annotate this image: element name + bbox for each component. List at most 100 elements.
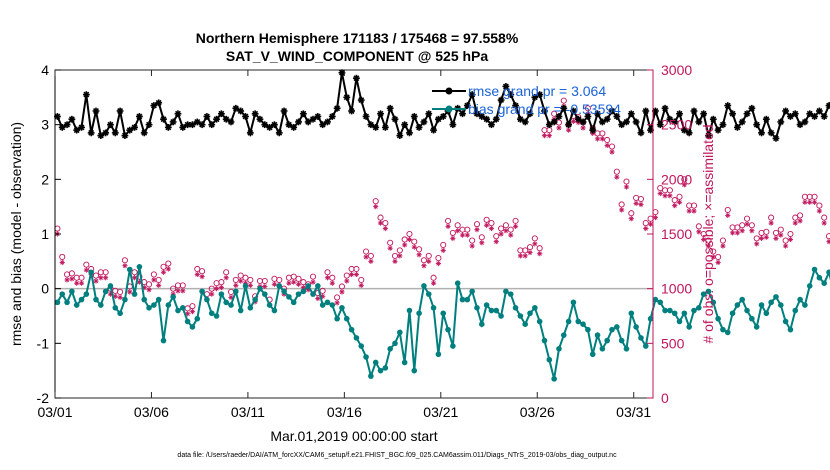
- obs-assimilated-point: [672, 202, 678, 209]
- obs-possible-point: [160, 263, 167, 270]
- rmse-point: [434, 115, 442, 123]
- obs-assimilated-point: [787, 236, 794, 243]
- rmse-point: [598, 118, 606, 126]
- rmse-point: [251, 110, 259, 118]
- obs-possible-point: [724, 206, 731, 213]
- obs-assimilated-point: [421, 263, 427, 269]
- bias-point: [281, 288, 287, 295]
- bias-point: [73, 302, 80, 308]
- obs-assimilated-point: [773, 235, 779, 241]
- rmse-point: [362, 113, 370, 120]
- rmse-point: [121, 132, 129, 139]
- bias-point: [353, 335, 360, 341]
- bias-point: [662, 307, 668, 314]
- rmse-point: [825, 102, 830, 109]
- bias-point: [141, 296, 148, 303]
- rmse-point: [391, 115, 399, 123]
- obs-possible-point: [522, 247, 529, 254]
- y-tick-label-left: 2: [41, 171, 49, 187]
- rmse-point: [743, 110, 751, 118]
- obs-possible-point: [131, 269, 138, 276]
- obs-assimilated-point: [792, 220, 798, 226]
- bias-point: [483, 302, 490, 308]
- obs-assimilated-point: [527, 249, 533, 256]
- obs-possible-point: [430, 274, 437, 281]
- chart-title: Northern Hemisphere 171183 / 175468 = 97…: [196, 30, 519, 46]
- rmse-point: [772, 134, 780, 142]
- obs-assimilated-point: [69, 276, 75, 282]
- obs-assimilated-point: [194, 271, 200, 278]
- obs-possible-point: [531, 235, 538, 242]
- obs-possible-point: [334, 294, 341, 301]
- obs-assimilated-point: [411, 244, 417, 250]
- bias-point: [589, 351, 596, 358]
- rmse-point: [280, 107, 288, 115]
- bias-point: [816, 274, 823, 281]
- y-tick-label-right: 0: [661, 390, 669, 406]
- rmse-point: [299, 110, 307, 118]
- obs-assimilated-point: [286, 280, 292, 286]
- obs-assimilated-point: [744, 221, 750, 227]
- bias-point: [802, 302, 808, 308]
- obs-possible-point: [628, 210, 635, 217]
- data-file-footnote: data file: /Users/raeder/DAI/ATM_forcXX/…: [177, 452, 617, 459]
- bias-point: [233, 288, 239, 295]
- rmse-point: [164, 124, 172, 131]
- rmse-point: [261, 121, 269, 129]
- bias-point: [556, 346, 562, 352]
- bias-point: [170, 294, 176, 300]
- bias-point: [821, 280, 828, 287]
- bias-point: [160, 337, 167, 344]
- rmse-point: [483, 115, 491, 123]
- obs-possible-point: [444, 217, 452, 224]
- rmse-point: [324, 118, 331, 126]
- obs-possible-point: [194, 265, 201, 273]
- obs-assimilated-point: [98, 275, 104, 281]
- rmse-point: [608, 107, 616, 115]
- obs-assimilated-point: [696, 229, 702, 235]
- bias-point: [696, 305, 702, 311]
- bias-point: [107, 283, 114, 289]
- bias-point: [647, 315, 654, 322]
- rmse-point: [410, 113, 418, 120]
- bias-point: [594, 332, 601, 338]
- obs-possible-point: [377, 214, 384, 221]
- bias-point: [324, 299, 331, 306]
- rmse-point: [497, 96, 505, 104]
- obs-assimilated-point: [667, 193, 673, 199]
- rmse-point: [724, 102, 732, 109]
- obs-assimilated-point: [763, 234, 769, 240]
- bias-point: [252, 296, 258, 303]
- y-axis-label-left: rmse and bias (model - observation): [8, 122, 24, 346]
- bias-point: [319, 302, 326, 308]
- rmse-point: [155, 99, 163, 107]
- bias-point: [763, 310, 770, 317]
- obs-possible-point: [599, 130, 606, 137]
- obs-possible-point: [276, 276, 283, 283]
- rmse-point: [584, 113, 592, 120]
- obs-assimilated-point: [247, 282, 253, 288]
- bias-point: [184, 318, 191, 325]
- bias-point: [710, 299, 717, 306]
- obs-assimilated-point: [180, 288, 186, 294]
- obs-possible-point: [261, 277, 268, 285]
- bias-point: [541, 337, 548, 344]
- obs-possible-point: [237, 272, 244, 279]
- rmse-point: [290, 124, 298, 131]
- plot-area: [54, 69, 654, 399]
- obs-assimilated-point: [797, 218, 803, 224]
- bias-point: [59, 291, 66, 297]
- bias-point: [633, 324, 639, 330]
- bias-point: [440, 310, 447, 317]
- rmse-point: [415, 124, 423, 131]
- obs-possible-point: [705, 237, 712, 244]
- rmse-point: [695, 118, 703, 126]
- obs-possible-point: [170, 285, 177, 292]
- rmse-point: [309, 115, 317, 123]
- rmse-point: [459, 110, 466, 118]
- bias-point: [411, 367, 418, 374]
- rmse-point: [401, 121, 409, 129]
- rmse-point: [666, 115, 674, 123]
- obs-assimilated-point: [778, 232, 784, 238]
- y-axis-label-right: # of obs: o=possible; ×=assimilated: [700, 124, 716, 343]
